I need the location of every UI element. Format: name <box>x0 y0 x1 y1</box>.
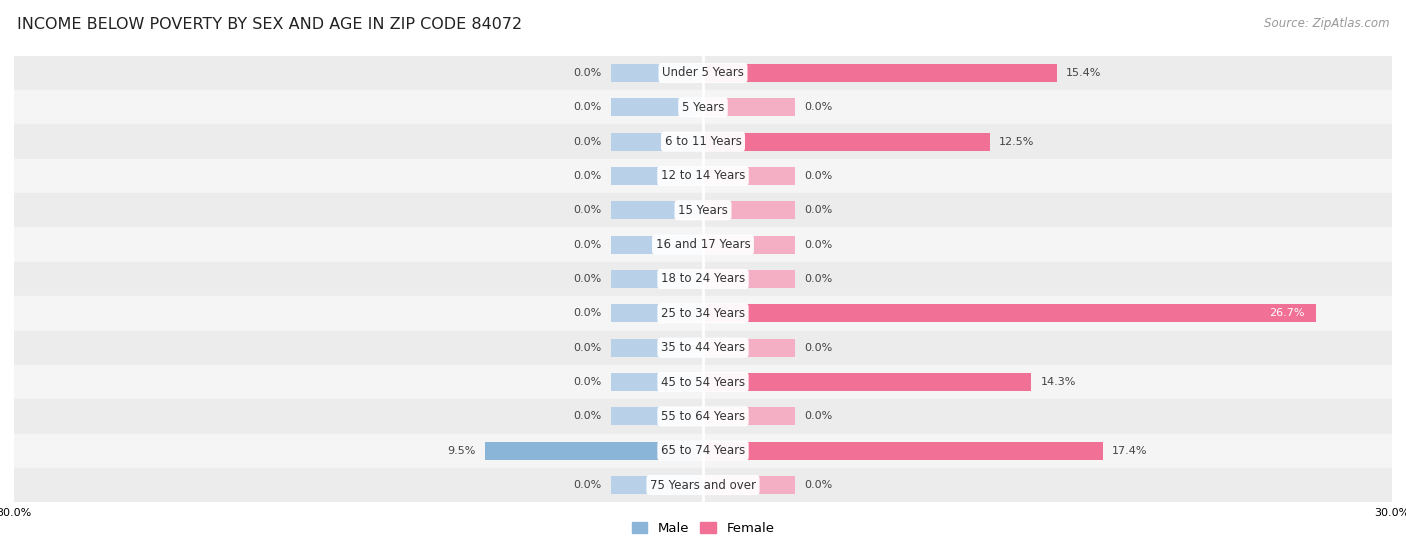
Text: Under 5 Years: Under 5 Years <box>662 66 744 79</box>
Bar <box>703 64 1057 82</box>
Text: 0.0%: 0.0% <box>804 240 832 249</box>
Text: 65 to 74 Years: 65 to 74 Years <box>661 444 745 457</box>
Text: 0.0%: 0.0% <box>574 343 602 353</box>
Text: 45 to 54 Years: 45 to 54 Years <box>661 376 745 388</box>
Bar <box>703 270 794 288</box>
Bar <box>703 235 794 253</box>
Text: 0.0%: 0.0% <box>804 171 832 181</box>
Text: 0.0%: 0.0% <box>804 343 832 353</box>
Bar <box>485 442 703 460</box>
Text: 12 to 14 Years: 12 to 14 Years <box>661 170 745 182</box>
Bar <box>612 235 703 253</box>
Text: 0.0%: 0.0% <box>574 68 602 78</box>
Bar <box>14 90 1392 124</box>
Text: 15 Years: 15 Years <box>678 204 728 217</box>
Bar <box>612 64 703 82</box>
Bar <box>703 98 794 116</box>
Bar <box>703 373 1032 391</box>
Bar <box>612 305 703 323</box>
Text: 75 Years and over: 75 Years and over <box>650 479 756 492</box>
Text: 25 to 34 Years: 25 to 34 Years <box>661 307 745 320</box>
Text: 0.0%: 0.0% <box>574 171 602 181</box>
Bar <box>14 468 1392 502</box>
Bar <box>14 365 1392 399</box>
Text: 12.5%: 12.5% <box>1000 137 1035 147</box>
Bar <box>14 124 1392 159</box>
Text: INCOME BELOW POVERTY BY SEX AND AGE IN ZIP CODE 84072: INCOME BELOW POVERTY BY SEX AND AGE IN Z… <box>17 17 522 32</box>
Bar <box>612 476 703 494</box>
Text: 6 to 11 Years: 6 to 11 Years <box>665 135 741 148</box>
Bar <box>14 399 1392 434</box>
Bar <box>703 167 794 185</box>
Bar <box>14 262 1392 296</box>
Text: 16 and 17 Years: 16 and 17 Years <box>655 238 751 251</box>
Text: 15.4%: 15.4% <box>1066 68 1101 78</box>
Text: 55 to 64 Years: 55 to 64 Years <box>661 410 745 423</box>
Text: 0.0%: 0.0% <box>574 205 602 215</box>
Text: 0.0%: 0.0% <box>574 480 602 490</box>
Text: 35 to 44 Years: 35 to 44 Years <box>661 341 745 354</box>
Bar <box>14 228 1392 262</box>
Bar <box>703 133 990 151</box>
Text: 18 to 24 Years: 18 to 24 Years <box>661 272 745 286</box>
Bar <box>703 476 794 494</box>
Text: 0.0%: 0.0% <box>574 309 602 318</box>
Bar <box>612 98 703 116</box>
Text: 0.0%: 0.0% <box>574 377 602 387</box>
Bar <box>703 339 794 357</box>
Text: 26.7%: 26.7% <box>1270 309 1305 318</box>
Bar <box>14 434 1392 468</box>
Text: 0.0%: 0.0% <box>574 102 602 112</box>
Bar <box>612 407 703 425</box>
Bar <box>703 201 794 219</box>
Bar <box>14 296 1392 330</box>
Text: 14.3%: 14.3% <box>1040 377 1076 387</box>
Bar <box>14 193 1392 228</box>
Bar <box>703 442 1102 460</box>
Text: 0.0%: 0.0% <box>574 274 602 284</box>
Legend: Male, Female: Male, Female <box>626 517 780 540</box>
Text: 9.5%: 9.5% <box>447 446 475 456</box>
Text: 0.0%: 0.0% <box>574 137 602 147</box>
Text: 0.0%: 0.0% <box>574 240 602 249</box>
Bar <box>612 167 703 185</box>
Text: 0.0%: 0.0% <box>804 274 832 284</box>
Bar <box>612 201 703 219</box>
Bar <box>14 330 1392 365</box>
Bar <box>612 133 703 151</box>
Text: 0.0%: 0.0% <box>804 205 832 215</box>
Bar <box>14 56 1392 90</box>
Bar <box>14 159 1392 193</box>
Text: 17.4%: 17.4% <box>1112 446 1147 456</box>
Bar <box>612 270 703 288</box>
Text: 0.0%: 0.0% <box>804 102 832 112</box>
Text: 0.0%: 0.0% <box>574 411 602 421</box>
Text: Source: ZipAtlas.com: Source: ZipAtlas.com <box>1264 17 1389 30</box>
Bar <box>612 373 703 391</box>
Bar <box>703 407 794 425</box>
Text: 5 Years: 5 Years <box>682 101 724 114</box>
Text: 0.0%: 0.0% <box>804 411 832 421</box>
Text: 0.0%: 0.0% <box>804 480 832 490</box>
Bar <box>612 339 703 357</box>
Bar <box>703 305 1316 323</box>
